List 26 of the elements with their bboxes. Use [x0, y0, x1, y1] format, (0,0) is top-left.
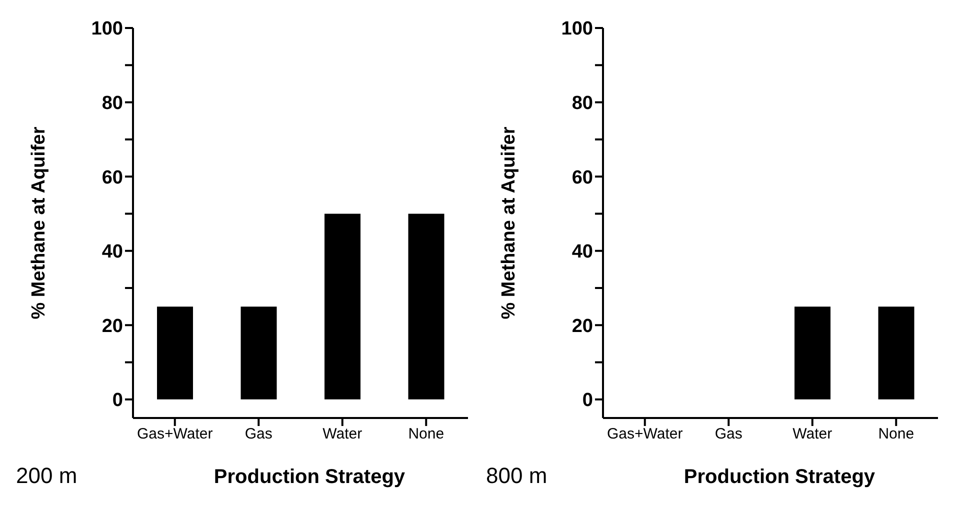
y-tick-label: 20: [572, 316, 593, 337]
y-tick-label: 20: [102, 316, 123, 337]
x-tick-label: Water: [792, 426, 832, 443]
text: 800 m: [486, 463, 548, 488]
x-tick-label: Water: [322, 426, 362, 443]
y-tick-label: 100: [91, 18, 123, 40]
x-tick-label: Gas: [244, 426, 272, 443]
y-tick-label: 0: [582, 390, 593, 412]
y-tick-label: 60: [572, 167, 593, 188]
y-tick-label: 40: [102, 242, 123, 263]
x-axis-title: Production Strategy: [212, 466, 406, 489]
y-tick-label: 0: [112, 390, 123, 412]
y-tick-label: 80: [102, 93, 123, 114]
y-tick-label: 60: [102, 167, 123, 188]
y-tick-label: 40: [572, 242, 593, 263]
x-tick-label: Gas+Water: [137, 426, 213, 443]
y-tick-label: 80: [572, 93, 593, 114]
x-tick-label: None: [878, 426, 914, 443]
y-axis-title: % Methane at Aquifer: [498, 126, 520, 320]
y-axis-title: % Methane at Aquifer: [28, 126, 50, 320]
text: 200 m: [16, 463, 78, 488]
x-axis-title: Production Strategy: [682, 466, 876, 489]
x-tick-label: Gas+Water: [607, 426, 683, 443]
x-tick-label: None: [408, 426, 444, 443]
y-tick-label: 100: [561, 18, 593, 40]
x-tick-label: Gas: [714, 426, 742, 443]
